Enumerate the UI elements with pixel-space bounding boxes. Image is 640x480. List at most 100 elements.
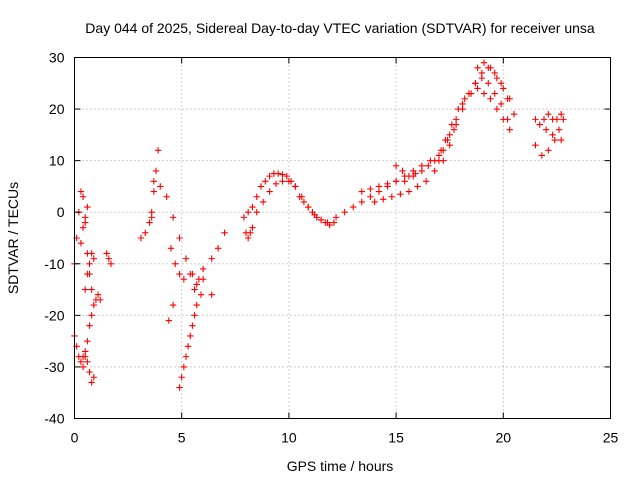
data-point	[478, 69, 486, 77]
data-point	[504, 116, 511, 123]
data-point	[485, 80, 492, 87]
data-point	[208, 255, 215, 262]
data-point	[77, 358, 85, 365]
data-point	[557, 111, 565, 118]
data-point	[221, 229, 228, 237]
data-point	[184, 343, 192, 350]
data-point	[172, 260, 179, 267]
data-point	[193, 301, 200, 309]
data-point	[157, 183, 164, 190]
data-point	[199, 276, 207, 283]
series-s20	[371, 157, 447, 206]
series-s26	[532, 111, 567, 128]
axis-ticks: 0 5 10 15 20 25 -40 -30 -20 -10 0 10 20 30	[44, 50, 618, 446]
data-point	[283, 172, 290, 180]
series-s19	[358, 152, 443, 195]
data-point	[375, 183, 383, 190]
data-point	[253, 193, 260, 200]
data-point	[262, 178, 269, 185]
data-point	[392, 162, 400, 169]
data-point	[506, 126, 513, 133]
data-point	[392, 178, 400, 185]
data-point	[167, 245, 175, 252]
data-point	[538, 152, 546, 159]
data-point	[94, 291, 102, 298]
data-point	[77, 239, 85, 247]
data-point	[405, 172, 413, 180]
data-point	[77, 188, 85, 195]
series-s13	[191, 265, 215, 298]
data-point	[146, 219, 153, 226]
data-point	[491, 90, 498, 97]
data-point	[446, 141, 453, 149]
data-point	[187, 332, 194, 340]
plot-frame	[74, 57, 611, 419]
chart-title: Day 044 of 2025, Sidereal Day-to-day VTE…	[85, 20, 595, 36]
data-point	[86, 368, 93, 376]
data-point	[182, 255, 190, 262]
data-point	[388, 193, 396, 200]
data-point	[84, 203, 91, 211]
data-point	[247, 229, 254, 237]
data-point	[107, 260, 115, 267]
data-point	[176, 384, 183, 391]
data-point	[350, 203, 357, 211]
data-point	[497, 100, 505, 108]
data-point	[279, 171, 286, 178]
data-point	[266, 188, 273, 195]
series-s6	[103, 250, 115, 267]
series-s10	[167, 245, 205, 298]
series-s2	[71, 332, 97, 386]
data-point	[90, 374, 97, 381]
series-s9	[150, 178, 207, 283]
series-s12	[165, 301, 177, 324]
data-point	[446, 131, 453, 139]
data-point	[560, 116, 567, 123]
data-point	[191, 312, 198, 319]
data-point	[431, 167, 438, 175]
data-point	[257, 183, 265, 190]
y-tick-label: -30	[44, 359, 64, 375]
data-point	[137, 234, 145, 242]
data-point	[397, 190, 404, 198]
data-point	[79, 363, 87, 371]
data-point	[169, 301, 177, 309]
data-point	[88, 312, 95, 319]
data-point	[311, 211, 318, 218]
x-tick-label: 5	[178, 430, 186, 446]
data-point	[154, 147, 162, 154]
data-point	[272, 180, 280, 188]
y-tick-label: 10	[49, 153, 65, 169]
series-s14	[208, 229, 228, 262]
data-point	[412, 170, 419, 177]
data-point	[380, 196, 387, 203]
y-tick-label: 20	[49, 101, 65, 117]
data-point	[545, 147, 552, 154]
data-point	[79, 224, 87, 231]
data-point	[292, 183, 299, 190]
data-point	[142, 229, 149, 237]
data-point	[208, 291, 215, 298]
data-point	[279, 178, 286, 185]
series-s18	[332, 172, 417, 221]
data-point	[249, 224, 256, 231]
data-point	[86, 260, 93, 267]
data-point	[244, 209, 252, 216]
data-point	[103, 250, 110, 257]
series-s3	[77, 203, 91, 247]
data-point	[82, 286, 89, 293]
x-tick-label: 10	[281, 430, 297, 446]
series-s22	[435, 85, 513, 164]
data-point	[82, 214, 89, 221]
data-point	[358, 188, 365, 195]
x-tick-label: 15	[388, 430, 404, 446]
data-point	[86, 322, 93, 329]
data-point	[330, 219, 338, 226]
data-point	[193, 281, 200, 288]
data-point	[510, 111, 518, 118]
data-point	[493, 105, 501, 113]
data-point	[440, 147, 447, 154]
data-point	[88, 250, 95, 257]
data-point	[169, 214, 177, 221]
data-point	[545, 111, 552, 118]
